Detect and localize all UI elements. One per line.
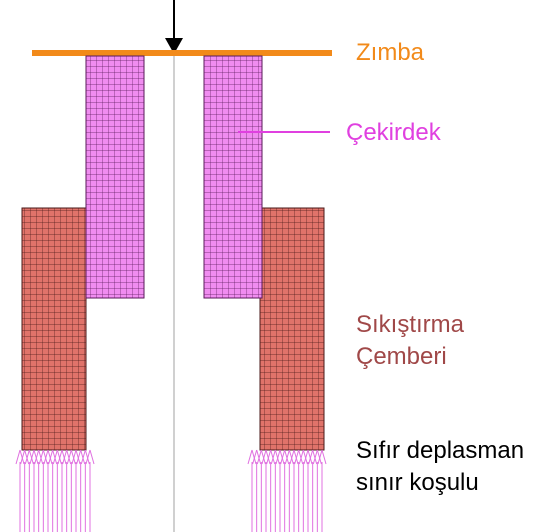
- ring-left: [21, 207, 87, 451]
- bc-arrows-left: [15, 449, 95, 532]
- ring-label-line1: Sıkıştırma: [356, 311, 465, 338]
- bc-arrows-right: [247, 449, 327, 532]
- ring-label-line2: Çemberi: [356, 343, 447, 370]
- core-left: [85, 55, 145, 299]
- punch-label: Zımba: [356, 39, 425, 66]
- load-arrow: [165, 0, 183, 54]
- ring-right: [259, 207, 325, 451]
- punch-plate: [32, 50, 332, 56]
- core-label: Çekirdek: [346, 119, 442, 146]
- bc-label-line2: sınır koşulu: [356, 469, 479, 496]
- core-right: [203, 55, 263, 299]
- bc-label-line1: Sıfır deplasman: [356, 437, 524, 464]
